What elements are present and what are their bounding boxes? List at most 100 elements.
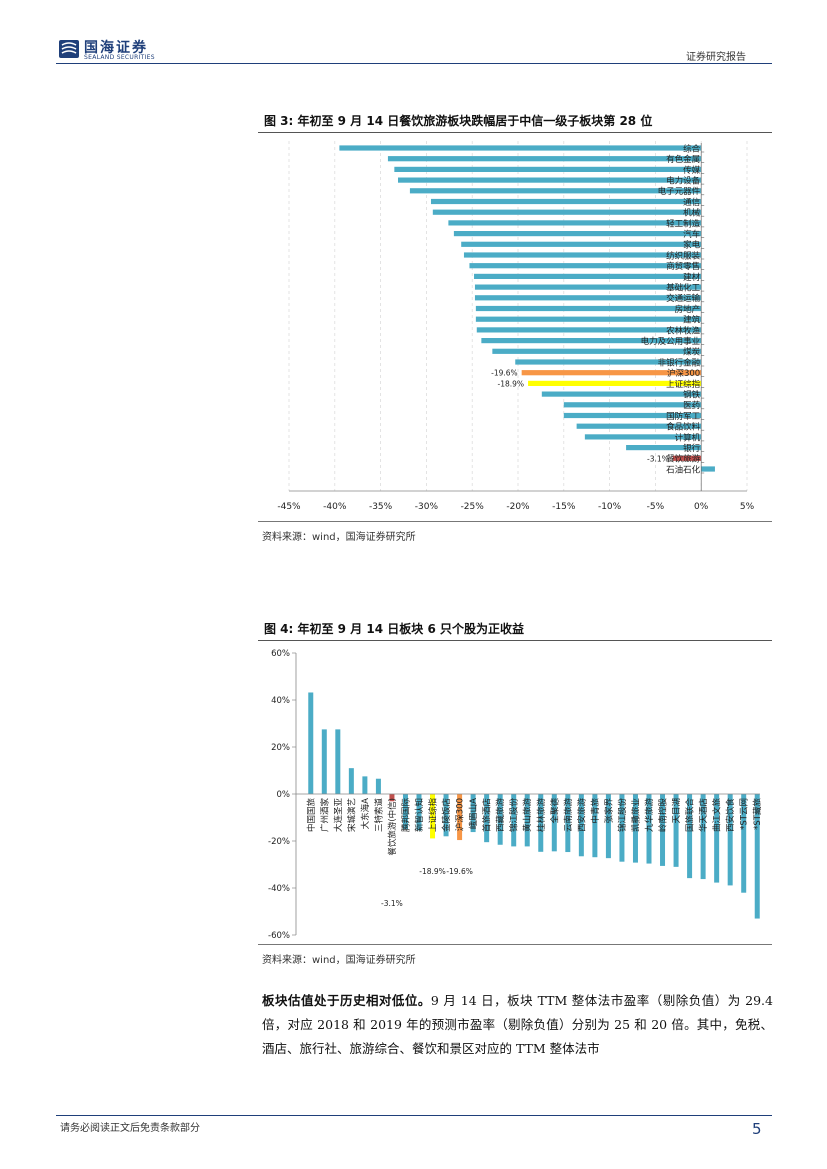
x-tick-label: -35% bbox=[369, 502, 393, 512]
category-label: 计算机 bbox=[675, 432, 701, 443]
bar bbox=[432, 209, 702, 215]
bar bbox=[474, 295, 702, 301]
bar bbox=[576, 423, 702, 429]
figure4-stock-bar-chart: 60% 40% 20% 0% -20% -40% -60% 中国国旅 广州酒家 大连圣亚 宋城演艺大… bbox=[268, 649, 763, 941]
category-label: 上证综指 bbox=[666, 379, 701, 390]
category-label: 西安饮食 bbox=[725, 798, 736, 833]
figure3-source: 资料来源：wind，国海证券研究所 bbox=[262, 532, 416, 543]
data-label: -19.6% bbox=[491, 369, 518, 378]
category-label: 轻工制造 bbox=[666, 218, 701, 229]
valuation-paragraph: 板块估值处于历史相对低位。9 月 14 日，板块 TTM 整体法市盈率（剔除负值… bbox=[262, 989, 773, 1061]
footer-divider bbox=[56, 1115, 772, 1116]
x-tick-label: 0% bbox=[694, 502, 709, 512]
bar bbox=[497, 794, 503, 845]
bar bbox=[672, 455, 702, 461]
category-label: 餐饮旅游(中信) bbox=[387, 798, 398, 856]
category-label: 国防军工 bbox=[666, 411, 701, 422]
category-label: 中青旅 bbox=[590, 798, 601, 824]
bar bbox=[511, 794, 517, 847]
category-label: 基础化工 bbox=[666, 283, 701, 294]
paragraph-body: 9 月 14 日，板块 TTM 整体法市盈率（剔除负值）为 29.4 倍，对应 … bbox=[262, 993, 773, 1056]
bar bbox=[409, 188, 702, 194]
category-label: 凯撒旅业 bbox=[630, 798, 641, 832]
category-label: 沪深300 bbox=[667, 368, 700, 379]
figure3-title: 图 3: 年初至 9 月 14 日餐饮旅游板块跌幅居于中信一级子板块第 28 位 bbox=[264, 114, 653, 128]
bar bbox=[470, 794, 476, 833]
category-label: 三特索道 bbox=[373, 798, 384, 833]
x-tick-label: -20% bbox=[506, 502, 530, 512]
category-label: 西藏旅游 bbox=[495, 798, 506, 833]
bar bbox=[727, 794, 733, 886]
y-tick-label: -40% bbox=[268, 884, 290, 894]
bar bbox=[605, 794, 611, 859]
bar bbox=[443, 794, 449, 837]
category-label: 锦江股份 bbox=[617, 798, 628, 833]
category-label: 曲江文旅 bbox=[712, 798, 723, 833]
category-label: 锦江股份 bbox=[509, 798, 520, 833]
x-tick-label: -45% bbox=[277, 502, 301, 512]
category-label: 汽车 bbox=[683, 229, 700, 240]
x-tick-label: -5% bbox=[647, 502, 665, 512]
bar bbox=[430, 794, 436, 839]
bar bbox=[646, 794, 652, 864]
category-label: 电子元器件 bbox=[658, 186, 701, 197]
bar bbox=[348, 768, 354, 794]
bar bbox=[741, 794, 747, 893]
bar bbox=[387, 156, 702, 162]
bar bbox=[475, 316, 702, 322]
category-label: 中国国旅 bbox=[306, 798, 317, 833]
bar bbox=[700, 794, 706, 880]
bar bbox=[394, 166, 702, 172]
bar bbox=[321, 729, 327, 794]
category-label: 宋城演艺 bbox=[346, 798, 357, 832]
category-label: 九华旅游 bbox=[644, 798, 655, 833]
category-label: 石油石化 bbox=[666, 464, 701, 475]
y-tick-label: 40% bbox=[271, 696, 290, 706]
bar bbox=[563, 412, 702, 419]
category-label: 通信 bbox=[683, 197, 701, 208]
category-label: 非银行金融 bbox=[658, 357, 701, 368]
bar bbox=[528, 380, 702, 386]
bar bbox=[339, 145, 702, 151]
bar bbox=[584, 434, 702, 440]
page-number: 5 bbox=[752, 1120, 762, 1138]
figure4-bottom-rule bbox=[258, 944, 772, 945]
bar bbox=[461, 241, 702, 247]
category-label: 商贸零售 bbox=[666, 261, 700, 272]
category-label: 食品饮料 bbox=[666, 422, 701, 433]
category-label: 纺织服装 bbox=[666, 250, 701, 261]
category-label: 大连圣亚 bbox=[333, 798, 344, 833]
category-label: 钢铁 bbox=[683, 390, 701, 401]
bar bbox=[375, 778, 381, 794]
figure3-sector-bar-chart: -45% -40% -35% -30% -25% -20% -15% -10% -5% 0% 5% 综… bbox=[277, 141, 755, 512]
bar bbox=[492, 348, 702, 354]
bar bbox=[619, 794, 625, 862]
bar bbox=[389, 794, 395, 802]
category-label: 煤炭 bbox=[683, 347, 701, 358]
bar bbox=[474, 273, 702, 279]
figure4-top-rule bbox=[258, 640, 772, 641]
category-label: *ST云网 bbox=[740, 798, 750, 830]
category-label: 张家界 bbox=[603, 798, 614, 824]
category-label: 农林牧渔 bbox=[666, 325, 701, 336]
category-label: 天目湖 bbox=[672, 798, 682, 824]
category-label: 电力设备 bbox=[666, 176, 701, 187]
bar bbox=[592, 794, 598, 858]
category-label: 建材 bbox=[683, 272, 701, 283]
data-label: -18.9% bbox=[498, 379, 525, 388]
category-label: *ST藏旅 bbox=[752, 798, 763, 830]
logo-english-name: SEALAND SECURITIES bbox=[84, 54, 155, 61]
category-label: 新智认知 bbox=[414, 798, 425, 832]
x-tick-label: 5% bbox=[740, 502, 755, 512]
x-tick-label: -30% bbox=[415, 502, 439, 512]
category-label: 交通运输 bbox=[666, 293, 701, 304]
category-label: 传媒 bbox=[683, 165, 701, 176]
bar bbox=[416, 794, 422, 831]
y-tick-label: 0% bbox=[277, 790, 291, 800]
figure3-bottom-rule bbox=[258, 521, 772, 522]
category-label: 医药 bbox=[683, 400, 700, 411]
bar bbox=[398, 177, 702, 183]
bar bbox=[578, 794, 584, 857]
paragraph-lead: 板块估值处于历史相对低位。 bbox=[262, 993, 431, 1008]
bar bbox=[701, 466, 715, 472]
